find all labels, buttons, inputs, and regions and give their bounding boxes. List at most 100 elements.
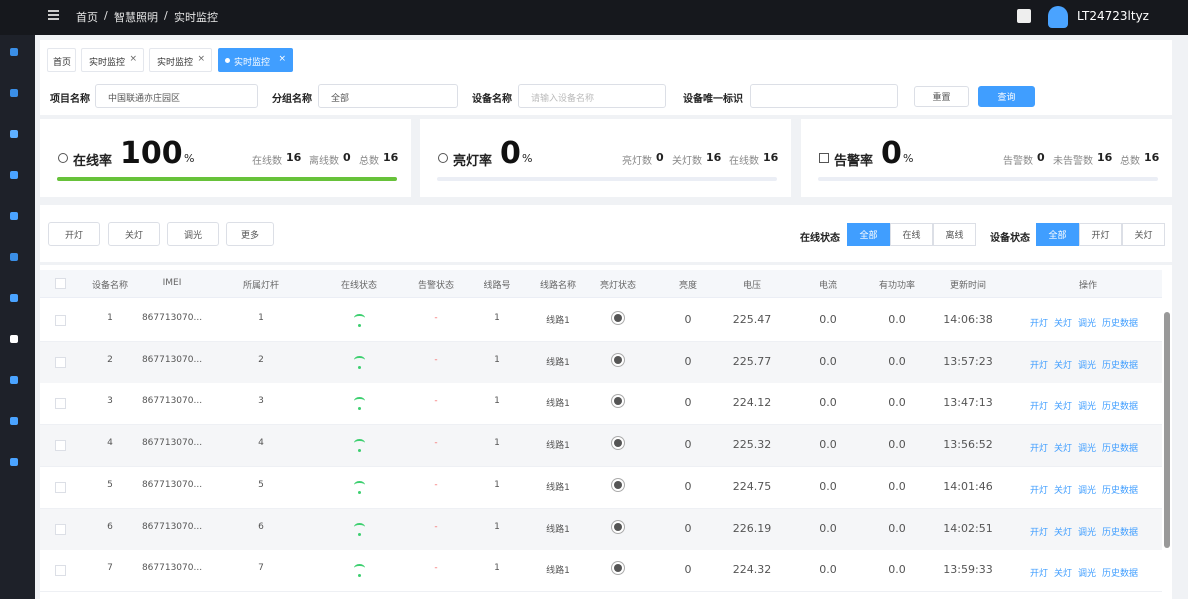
label: 设备名称 <box>472 94 512 105</box>
sidebar-icon[interactable] <box>10 130 18 138</box>
wifi-icon <box>354 355 365 364</box>
stat-value: 0 <box>881 136 902 171</box>
cell: 224.75 <box>732 479 772 493</box>
row-action[interactable]: 调光 <box>1078 569 1097 580</box>
checkbox[interactable] <box>55 356 66 368</box>
toolbar-button[interactable]: 开灯 <box>48 222 100 246</box>
row-action[interactable]: 开灯 <box>1030 485 1049 496</box>
row-action[interactable]: 关灯 <box>1054 569 1073 580</box>
stat-count: 16 <box>763 151 779 164</box>
row-action[interactable]: 开灯 <box>1030 402 1049 413</box>
row-action[interactable]: 历史数据 <box>1102 527 1139 538</box>
tab-close[interactable]: × <box>278 54 286 64</box>
sidebar-icon[interactable] <box>10 89 18 97</box>
row-action[interactable]: 调光 <box>1078 527 1097 538</box>
row-action[interactable]: 调光 <box>1078 485 1097 496</box>
checkbox[interactable] <box>55 278 66 289</box>
breadcrumb-item[interactable]: 首页 <box>76 11 98 24</box>
checkbox[interactable] <box>55 481 66 493</box>
tab[interactable]: 实时监控 × <box>81 48 144 72</box>
row-action[interactable]: 调光 <box>1078 319 1097 329</box>
sidebar-icon[interactable] <box>10 417 18 425</box>
sidebar-icon[interactable] <box>10 212 18 220</box>
row-action[interactable]: 关灯 <box>1054 485 1073 496</box>
row-action[interactable]: 开灯 <box>1030 527 1049 538</box>
checkbox[interactable] <box>55 565 66 577</box>
search-button[interactable]: 查询 <box>978 86 1035 107</box>
row-action[interactable]: 历史数据 <box>1102 360 1139 371</box>
table-row <box>40 425 1162 468</box>
username[interactable]: LT24723ltyz <box>1077 9 1149 23</box>
checkbox[interactable] <box>55 523 66 535</box>
toolbar-button[interactable]: 关灯 <box>108 222 160 246</box>
tab[interactable]: 实时监控 × <box>149 48 212 72</box>
select[interactable]: 全部 <box>318 84 458 108</box>
table-row <box>40 341 1162 384</box>
input[interactable] <box>750 84 898 108</box>
sidebar-icon[interactable] <box>10 458 18 466</box>
tab[interactable]: 首页 <box>47 48 76 72</box>
row-action[interactable]: 关灯 <box>1054 444 1073 455</box>
segment-option[interactable]: 关灯 <box>1122 223 1165 246</box>
checkbox[interactable] <box>55 398 66 410</box>
top-bar <box>0 0 1188 35</box>
cell: 0.0 <box>819 313 837 326</box>
breadcrumb-item[interactable]: 智慧照明 <box>114 11 158 24</box>
progress-track <box>57 177 397 181</box>
stat-value: 100 <box>120 136 183 171</box>
row-action[interactable]: 调光 <box>1078 444 1097 455</box>
segment-option[interactable]: 全部 <box>847 223 890 246</box>
row-action[interactable]: 关灯 <box>1054 527 1073 538</box>
translate-icon[interactable] <box>1017 9 1031 23</box>
select[interactable]: 中国联通亦庄园区 <box>95 84 258 108</box>
sidebar-icon[interactable] <box>10 294 18 302</box>
checkbox[interactable] <box>55 315 66 326</box>
row-action[interactable]: 开灯 <box>1030 444 1049 455</box>
search-label: 查询 <box>997 93 1016 103</box>
tab[interactable]: 实时监控 × <box>218 48 293 72</box>
avatar[interactable] <box>1048 6 1068 28</box>
segment-option[interactable]: 离线 <box>933 223 976 246</box>
row-action[interactable]: 历史数据 <box>1102 569 1139 580</box>
wifi-dot <box>358 574 361 578</box>
toolbar-button[interactable]: 调光 <box>167 222 219 246</box>
checkbox[interactable] <box>55 440 66 452</box>
row-action[interactable]: 开灯 <box>1030 319 1049 329</box>
sidebar-icon[interactable] <box>10 376 18 384</box>
row-action[interactable]: 历史数据 <box>1102 402 1139 413</box>
input[interactable]: 请输入设备名称 <box>518 84 666 108</box>
cell: 1 <box>494 521 500 532</box>
toolbar-button[interactable]: 更多 <box>226 222 274 246</box>
breadcrumb-item[interactable]: 实时监控 <box>174 11 218 24</box>
row-action[interactable]: 调光 <box>1078 360 1097 371</box>
segment-option[interactable]: 全部 <box>1036 223 1079 246</box>
sidebar-icon[interactable] <box>10 253 18 261</box>
stat-count: 16 <box>1144 151 1160 164</box>
row-action[interactable]: 关灯 <box>1054 402 1073 413</box>
row-action[interactable]: 关灯 <box>1054 360 1073 371</box>
row-action[interactable]: 调光 <box>1078 402 1097 413</box>
row-action[interactable]: 开灯 <box>1030 360 1049 371</box>
row-action[interactable]: 历史数据 <box>1102 319 1139 329</box>
segment-option[interactable]: 开灯 <box>1079 223 1122 246</box>
scrollbar-thumb[interactable] <box>1164 312 1170 548</box>
cell: - <box>434 521 438 532</box>
sidebar-icon[interactable] <box>10 335 18 343</box>
row-action[interactable]: 历史数据 <box>1102 485 1139 496</box>
row-action[interactable]: 开灯 <box>1030 569 1049 580</box>
tab-close[interactable]: × <box>129 54 137 64</box>
tab-close[interactable]: × <box>197 54 205 64</box>
column-header: 电流 <box>818 281 838 291</box>
stat-value: 0 <box>500 136 521 171</box>
reset-button[interactable]: 重置 <box>914 86 969 107</box>
column-header: 更新时间 <box>949 281 987 291</box>
select-value: 全部 <box>331 94 350 104</box>
sidebar-icon[interactable] <box>10 171 18 179</box>
sidebar-icon[interactable] <box>10 48 18 56</box>
row-action[interactable]: 历史数据 <box>1102 444 1139 455</box>
cell: 4 <box>107 438 113 449</box>
menu-icon[interactable] <box>48 10 59 12</box>
cell: 6 <box>107 521 113 532</box>
segment-option[interactable]: 在线 <box>890 223 933 246</box>
row-action[interactable]: 关灯 <box>1054 319 1073 329</box>
